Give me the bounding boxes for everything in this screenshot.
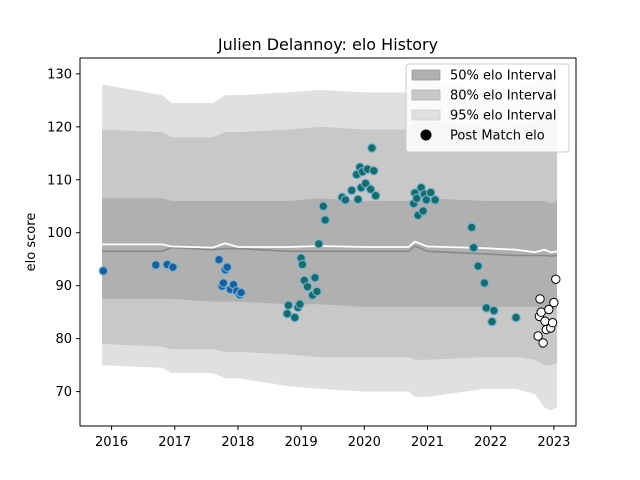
x-tick-label-2021: 2021 xyxy=(411,435,444,450)
elo-point-historical-late-12 xyxy=(473,261,483,271)
mean-line xyxy=(102,245,558,257)
x-tick-label-2023: 2023 xyxy=(537,435,570,450)
post-match-point-post-match-11 xyxy=(551,274,561,284)
legend-box xyxy=(405,63,570,153)
x-tick-label-2016: 2016 xyxy=(95,435,128,450)
elo-point-historical-late-17 xyxy=(511,312,521,323)
elo-point-historical-mid-4 xyxy=(295,299,305,309)
elo-point-historical-mid-11 xyxy=(312,286,322,297)
legend-label-1: 80% elo Interval xyxy=(450,89,557,104)
interval-bands xyxy=(102,68,557,411)
elo-point-historical-mid-25 xyxy=(365,184,376,195)
post-match-point-post-match-0 xyxy=(533,331,543,341)
post-match-point-post-match-7 xyxy=(544,304,554,315)
y-tick-label-100: 100 xyxy=(47,226,72,241)
trend-lines xyxy=(102,240,558,257)
elo-point-historical-mid-12 xyxy=(314,239,324,249)
median-line xyxy=(102,240,558,254)
x-tick-label-2018: 2018 xyxy=(221,435,254,450)
elo-point-historical-mid-1 xyxy=(283,300,294,311)
legend-swatch-3 xyxy=(420,129,432,141)
elo-point-historical-late-9 xyxy=(430,195,440,205)
y-tick-label-110: 110 xyxy=(47,173,72,188)
x-tick-label-2019: 2019 xyxy=(285,435,318,450)
elo-point-historical-late-13 xyxy=(479,278,490,288)
y-tick-label-90: 90 xyxy=(55,279,72,294)
elo-point-historical-late-8 xyxy=(425,187,436,198)
x-tick-label-2020: 2020 xyxy=(348,435,381,450)
elo-point-historical-early-4 xyxy=(214,254,224,265)
y-tick-label-80: 80 xyxy=(55,332,72,347)
legend-swatch-0 xyxy=(411,69,441,81)
elo-point-historical-late-10 xyxy=(466,222,477,233)
elo-point-historical-mid-17 xyxy=(346,185,357,196)
elo-point-historical-mid-28 xyxy=(370,190,381,201)
post-match-point-post-match-9 xyxy=(547,318,558,328)
elo-point-historical-early-6 xyxy=(218,278,229,288)
elo-point-historical-late-5 xyxy=(418,206,428,216)
y-tick-label-120: 120 xyxy=(47,120,72,135)
y-axis-label: elo score xyxy=(24,213,39,272)
post-match-point-post-match-4 xyxy=(538,338,548,348)
elo-point-historical-late-2 xyxy=(412,193,422,204)
chart-title: Julien Delannoy: elo History xyxy=(217,35,438,54)
y-tick-label-130: 130 xyxy=(47,67,72,82)
legend-swatch-2 xyxy=(411,109,441,121)
elo-point-historical-mid-16 xyxy=(340,195,351,205)
elo-point-historical-mid-2 xyxy=(290,312,300,323)
elo-point-historical-late-16 xyxy=(489,305,499,316)
elo-point-historical-late-15 xyxy=(487,316,497,327)
elo-point-historical-mid-14 xyxy=(320,215,330,225)
elo-point-historical-mid-13 xyxy=(318,201,329,212)
legend-label-2: 95% elo Interval xyxy=(450,109,557,124)
legend-label-0: 50% elo Interval xyxy=(450,69,557,84)
elo-point-historical-early-1 xyxy=(151,260,161,270)
x-tick-label-2022: 2022 xyxy=(474,435,507,450)
legend: 50% elo Interval 80% elo Interval 95% elo … xyxy=(405,63,570,153)
elo-point-historical-mid-26 xyxy=(367,143,377,153)
post-match-point-post-match-2 xyxy=(535,294,545,304)
legend-label-3: Post Match elo xyxy=(450,129,545,144)
elo-point-historical-mid-10 xyxy=(310,272,320,283)
band-50 xyxy=(102,198,557,310)
y-axis: 70 80 90 100 110 120 130 xyxy=(47,67,80,400)
elo-point-historical-late-11 xyxy=(468,242,479,253)
elo-point-historical-mid-19 xyxy=(353,194,363,205)
elo-point-historical-mid-8 xyxy=(302,281,313,292)
axes-frame xyxy=(79,57,577,427)
x-tick-label-2017: 2017 xyxy=(158,435,191,450)
elo-point-historical-early-3 xyxy=(168,262,178,272)
y-tick-label-70: 70 xyxy=(55,385,72,400)
legend-swatch-1 xyxy=(411,89,441,101)
post-match-point-post-match-10 xyxy=(549,297,559,308)
elo-point-historical-early-13 xyxy=(236,287,246,298)
elo-point-historical-mid-6 xyxy=(297,259,308,270)
post-match-point-post-match-5 xyxy=(540,316,550,326)
elo-point-historical-early-0 xyxy=(98,266,109,276)
x-axis: 2016 2017 2018 2019 2020 2021 2022 2023 xyxy=(95,426,570,450)
data-points xyxy=(98,143,561,348)
elo-point-historical-early-8 xyxy=(222,262,232,272)
elo-point-historical-mid-27 xyxy=(369,166,379,176)
plot-area xyxy=(79,57,577,427)
